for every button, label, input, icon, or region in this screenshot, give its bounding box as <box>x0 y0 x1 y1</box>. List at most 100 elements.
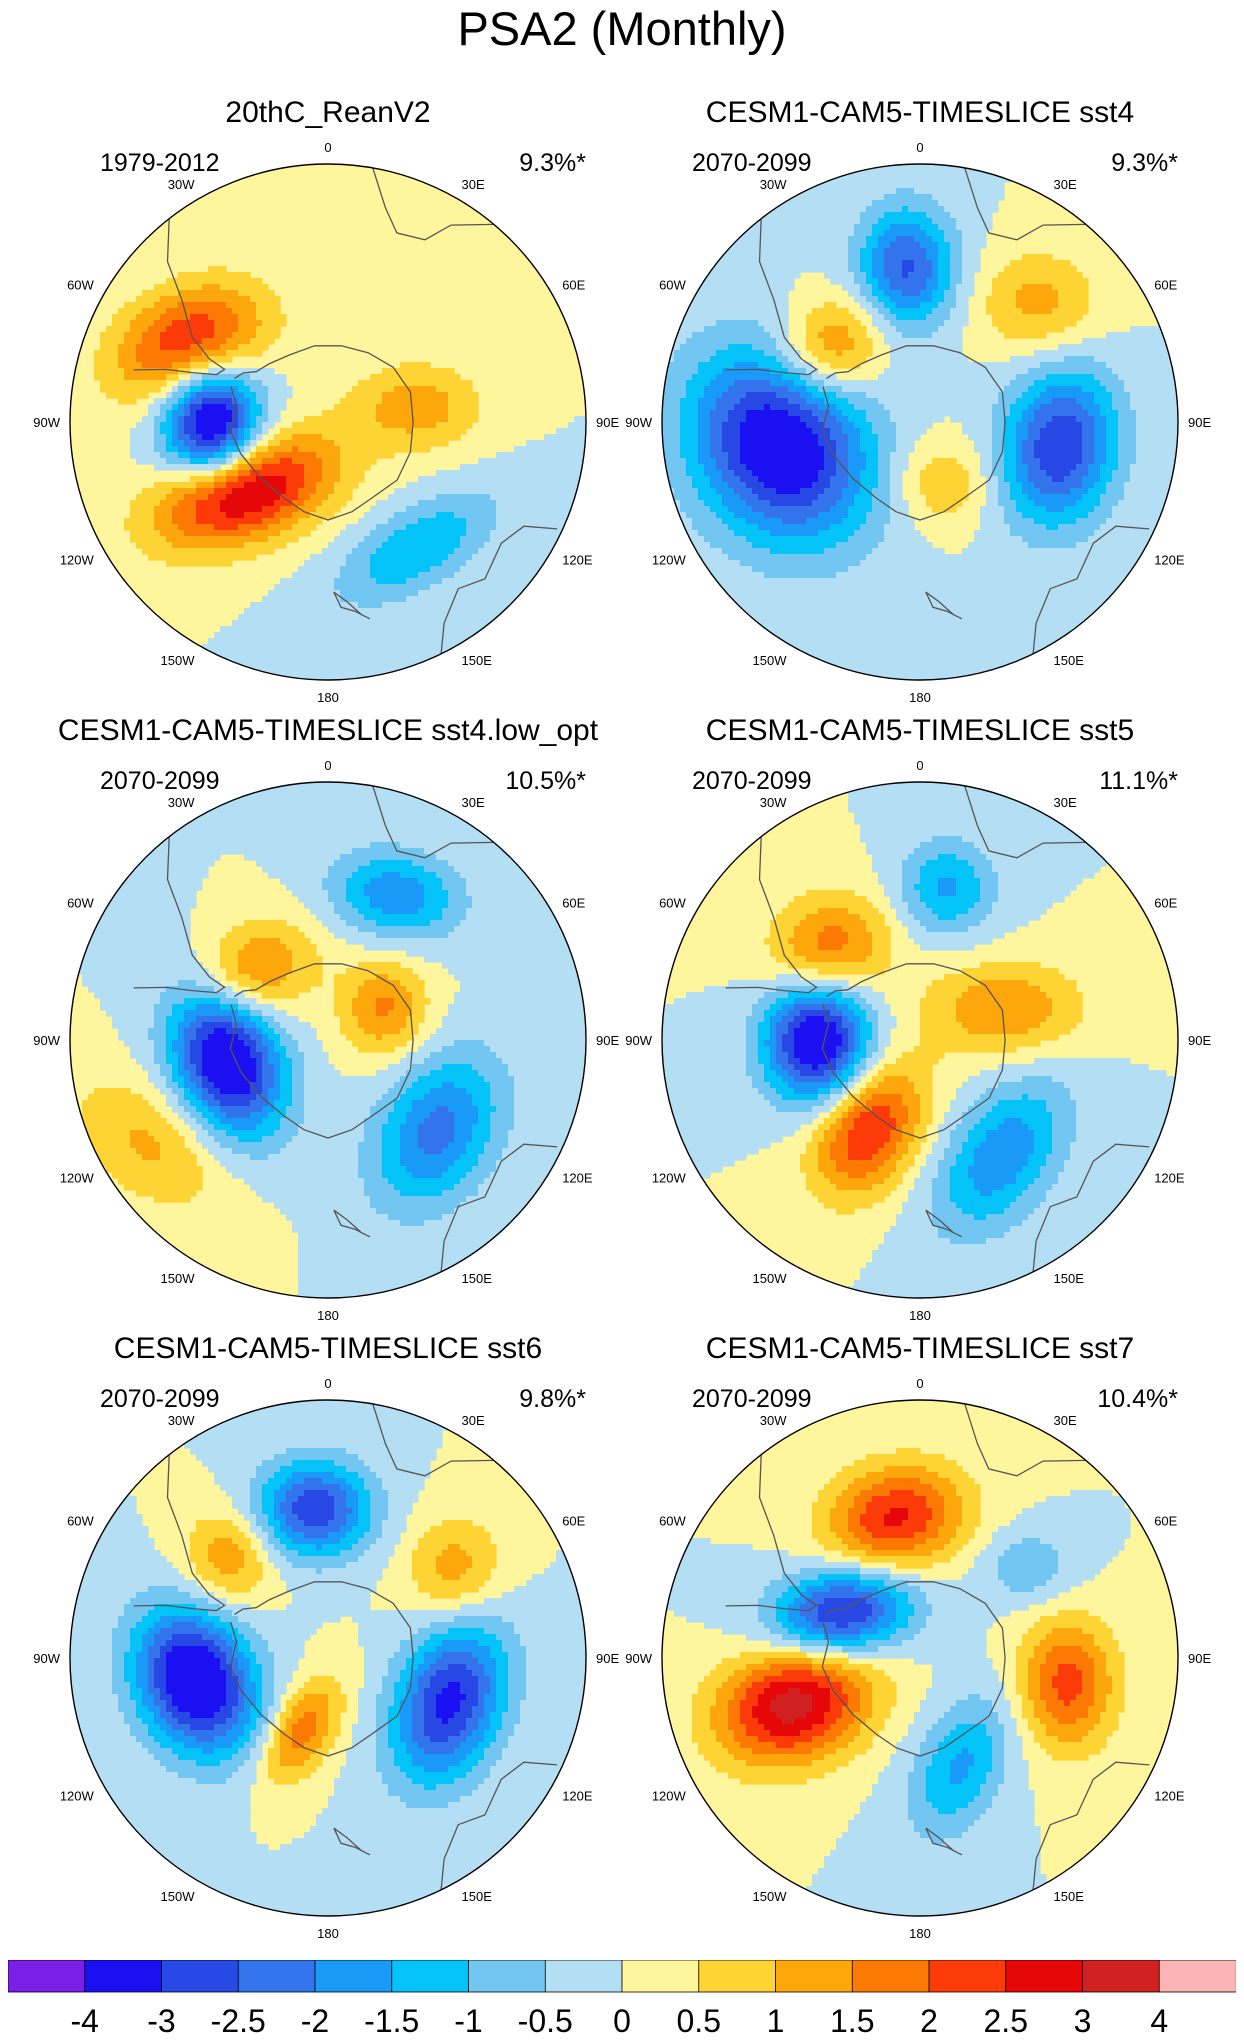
anomaly-cell <box>514 512 521 519</box>
anomaly-cell <box>788 248 795 255</box>
anomaly-cell <box>382 644 389 651</box>
anomaly-cell <box>376 440 383 447</box>
anomaly-cell <box>722 260 729 267</box>
anomaly-cell <box>178 386 185 393</box>
anomaly-cell <box>412 512 419 519</box>
anomaly-cell <box>298 614 305 621</box>
anomaly-cell <box>466 470 473 477</box>
anomaly-cell <box>364 512 371 519</box>
anomaly-cell <box>466 644 473 651</box>
anomaly-cell <box>442 404 449 411</box>
anomaly-cell <box>550 656 557 663</box>
anomaly-cell <box>866 176 873 183</box>
anomaly-cell <box>232 404 239 411</box>
anomaly-cell <box>178 422 185 429</box>
anomaly-cell <box>208 356 215 363</box>
anomaly-cell <box>752 170 759 177</box>
anomaly-cell <box>556 626 563 633</box>
anomaly-cell <box>758 284 765 291</box>
anomaly-cell <box>304 644 311 651</box>
anomaly-cell <box>890 254 897 261</box>
anomaly-cell <box>884 206 891 213</box>
anomaly-cell <box>950 284 957 291</box>
anomaly-cell <box>202 332 209 339</box>
anomaly-cell <box>1004 278 1011 285</box>
anomaly-cell <box>400 542 407 549</box>
anomaly-cell <box>280 518 287 525</box>
anomaly-cell <box>412 506 419 513</box>
anomaly-cell <box>454 386 461 393</box>
anomaly-cell <box>484 608 491 615</box>
anomaly-cell <box>166 302 173 309</box>
anomaly-cell <box>662 230 669 237</box>
anomaly-cell <box>508 656 515 663</box>
anomaly-cell <box>764 308 771 315</box>
anomaly-cell <box>202 440 209 447</box>
anomaly-cell <box>130 338 137 345</box>
anomaly-cell <box>574 500 581 507</box>
anomaly-cell <box>562 536 569 543</box>
anomaly-cell <box>716 182 723 189</box>
anomaly-cell <box>824 260 831 267</box>
anomaly-cell <box>460 518 467 525</box>
anomaly-cell <box>466 536 473 543</box>
anomaly-cell <box>406 440 413 447</box>
anomaly-cell <box>956 314 963 321</box>
anomaly-cell <box>484 482 491 489</box>
anomaly-cell <box>382 626 389 633</box>
anomaly-cell <box>268 326 275 333</box>
anomaly-cell <box>376 422 383 429</box>
anomaly-cell <box>418 428 425 435</box>
anomaly-cell <box>782 272 789 279</box>
anomaly-cell <box>358 404 365 411</box>
anomaly-cell <box>352 662 359 669</box>
anomaly-cell <box>196 332 203 339</box>
anomaly-cell <box>310 470 317 477</box>
anomaly-cell <box>382 614 389 621</box>
anomaly-cell <box>310 494 317 501</box>
anomaly-cell <box>328 596 335 603</box>
anomaly-cell <box>848 290 855 297</box>
anomaly-cell <box>388 614 395 621</box>
anomaly-cell <box>280 464 287 471</box>
anomaly-cell <box>884 260 891 267</box>
anomaly-cell <box>758 302 765 309</box>
anomaly-cell <box>710 224 717 231</box>
anomaly-cell <box>800 176 807 183</box>
anomaly-cell <box>692 254 699 261</box>
anomaly-cell <box>286 464 293 471</box>
anomaly-cell <box>418 524 425 531</box>
anomaly-cell <box>208 506 215 513</box>
anomaly-cell <box>244 320 251 327</box>
anomaly-cell <box>382 518 389 525</box>
anomaly-cell <box>190 326 197 333</box>
anomaly-cell <box>208 344 215 351</box>
anomaly-cell <box>220 440 227 447</box>
anomaly-cell <box>1004 290 1011 297</box>
anomaly-cell <box>316 422 323 429</box>
anomaly-cell <box>508 554 515 561</box>
anomaly-cell <box>298 446 305 453</box>
anomaly-cell <box>406 506 413 513</box>
anomaly-cell <box>484 668 491 675</box>
anomaly-cell <box>974 242 981 249</box>
anomaly-cell <box>538 482 545 489</box>
anomaly-cell <box>692 218 699 225</box>
anomaly-cell <box>944 194 951 201</box>
anomaly-cell <box>376 650 383 657</box>
anomaly-cell <box>196 458 203 465</box>
anomaly-cell <box>268 320 275 327</box>
anomaly-cell <box>716 200 723 207</box>
anomaly-cell <box>514 488 521 495</box>
anomaly-cell <box>424 584 431 591</box>
anomaly-cell <box>142 506 149 513</box>
anomaly-cell <box>274 500 281 507</box>
anomaly-cell <box>166 464 173 471</box>
anomaly-cell <box>184 542 191 549</box>
anomaly-cell <box>232 530 239 537</box>
anomaly-cell <box>436 476 443 483</box>
anomaly-cell <box>538 488 545 495</box>
anomaly-cell <box>190 674 197 680</box>
anomaly-cell <box>430 524 437 531</box>
anomaly-cell <box>1010 296 1017 303</box>
